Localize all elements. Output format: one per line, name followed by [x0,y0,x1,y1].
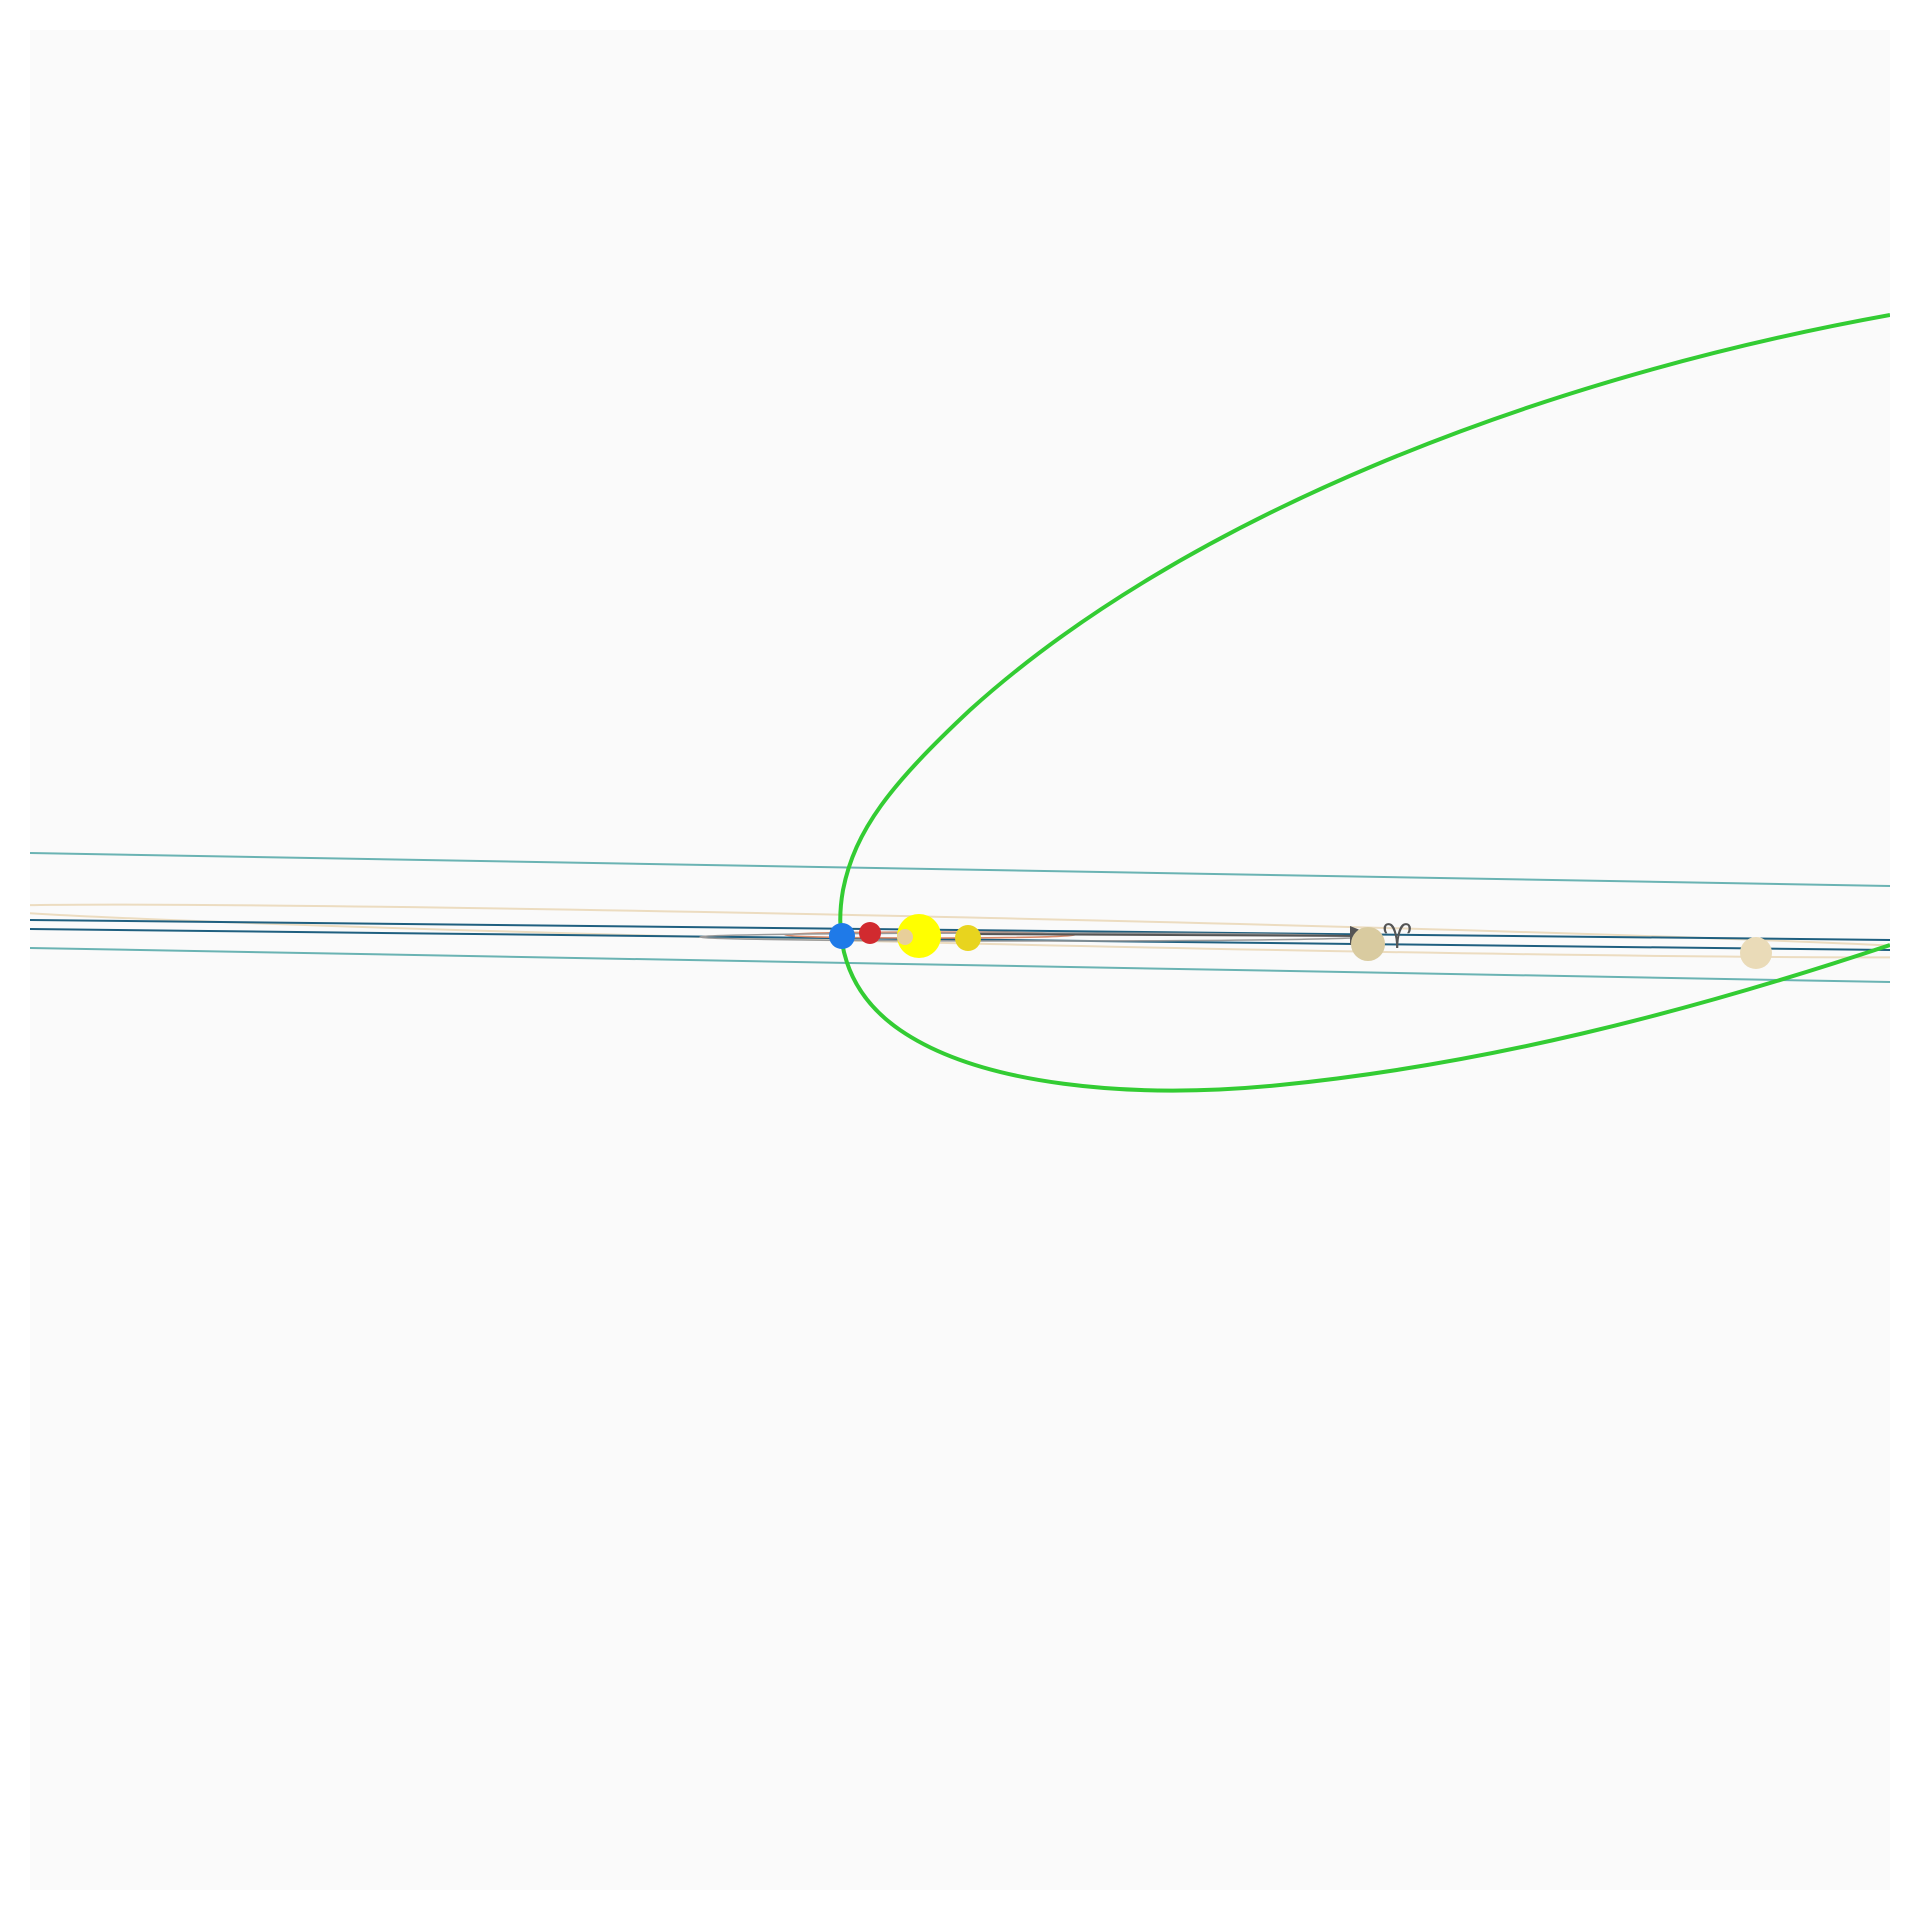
aries-symbol: ♈ [1382,917,1412,957]
vernal-equinox-arrow-line [964,933,1366,937]
orbit-diagram: ♈ [30,313,1890,1093]
teal-orbit-lower [30,947,1890,983]
faint-outer-orbit [30,903,1890,959]
orbit-diagram-canvas: ♈ [30,30,1890,1890]
jupiter-icon [955,925,981,951]
mars-icon [859,922,881,944]
earth-icon [829,923,855,949]
venus-icon [897,929,913,945]
teal-orbit-upper [30,852,1890,887]
sun-icon [897,914,941,958]
saturn-icon [1351,927,1385,961]
comet-orbit [838,313,1890,1093]
outer-body-icon [1740,937,1772,969]
